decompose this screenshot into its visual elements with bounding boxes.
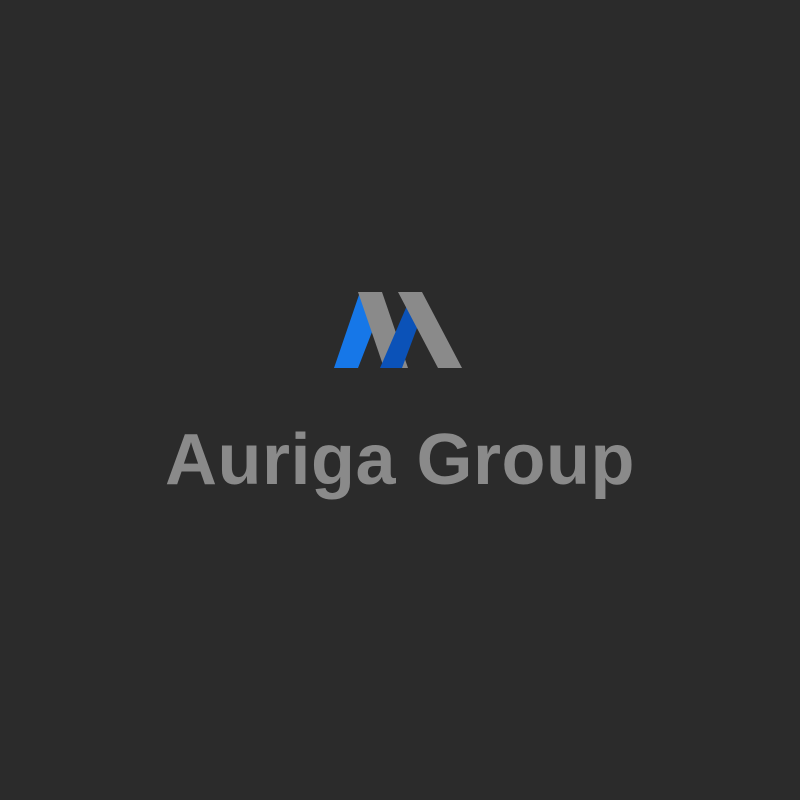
auriga-m-mark-icon — [334, 292, 462, 368]
brand-name: Auriga Group — [165, 420, 635, 500]
logo-stroke-right-gray — [398, 292, 462, 368]
